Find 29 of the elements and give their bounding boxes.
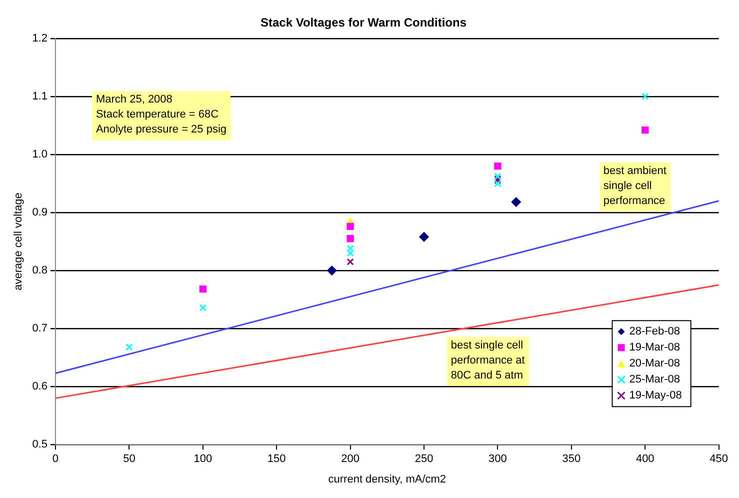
annotation: best single cell performance at 80C and 5 atm: [450, 339, 525, 382]
y-tick-label: 0.9: [32, 206, 48, 219]
x-axis-title: current density, mA/cm2: [328, 473, 446, 486]
x-tick-label: 200: [341, 453, 360, 466]
y-tick-label: 0.5: [32, 438, 48, 451]
x-tick-label: 0: [52, 453, 59, 466]
y-tick-label: 0.7: [32, 322, 48, 335]
y-tick-label: 1.0: [32, 148, 48, 160]
annotation: best ambient single cell performance: [603, 164, 666, 207]
annotation: March 25, 2008 Stack temperature = 68C Anolyte pressure = 25 psig: [96, 94, 227, 136]
legend-label: 25-Mar-08: [629, 374, 680, 386]
x-tick-label: 350: [562, 453, 581, 466]
x-tick-label: 250: [414, 453, 434, 466]
x-tick-label: 400: [636, 453, 654, 466]
y-tick-label: 0.8: [32, 264, 48, 277]
legend-label: 20-Mar-08: [629, 358, 680, 370]
y-axis-title: average cell voltage: [12, 192, 25, 290]
x-tick-label: 100: [194, 453, 212, 466]
x-tick-label: 50: [123, 453, 136, 466]
legend-label: 19-May-08: [629, 390, 682, 402]
legend-label: 19-Mar-08: [629, 342, 680, 354]
chart-title: Stack Voltages for Warm Conditions: [260, 16, 467, 30]
legend-label: 28-Feb-08: [629, 326, 680, 338]
x-tick-label: 150: [267, 453, 286, 466]
x-tick-label: 300: [488, 453, 507, 466]
y-tick-label: 0.6: [32, 380, 48, 393]
x-tick-label: 450: [710, 453, 728, 466]
y-tick-label: 1.2: [32, 32, 48, 44]
y-tick-label: 1.1: [32, 90, 48, 102]
